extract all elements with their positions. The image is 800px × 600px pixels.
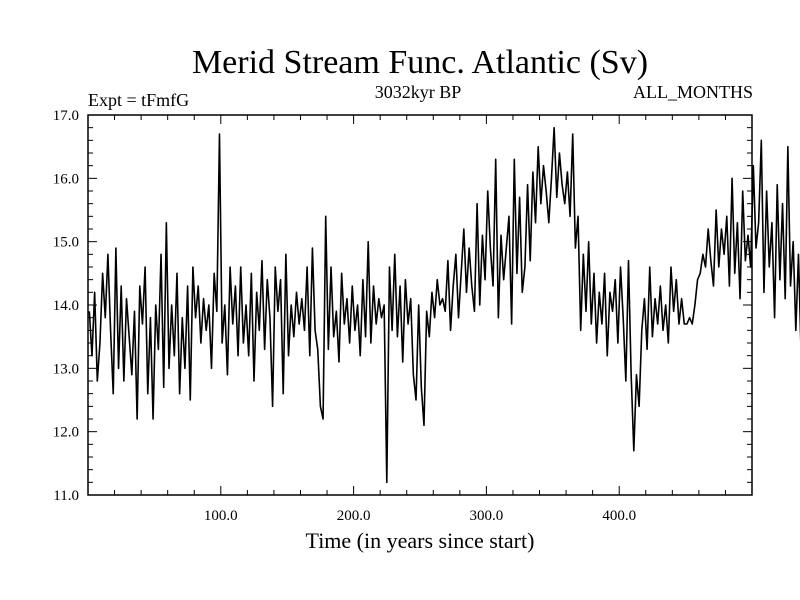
plot-frame (87, 114, 753, 496)
x-tick-label: 200.0 (337, 508, 371, 524)
period-label: 3032kyr BP (375, 82, 462, 102)
experiment-label: Expt = tFmfG (88, 90, 189, 110)
months-label: ALL_MONTHS (633, 82, 753, 102)
x-tick-label: 300.0 (470, 508, 504, 524)
y-tick-label: 11.0 (53, 488, 79, 504)
y-tick-label: 12.0 (53, 425, 79, 441)
x-tick-label: 100.0 (204, 508, 238, 524)
series-line (88, 126, 800, 484)
ticks: 11.0 12.0 13.0 14.0 15.0 16.0 17.0 100.0 200.0 30… (53, 108, 752, 524)
x-tick-label: 400.0 (602, 508, 636, 524)
series-layer (88, 126, 800, 484)
y-tick-label: 15.0 (53, 235, 79, 251)
chart-title: Merid Stream Func. Atlantic (Sv) (192, 44, 648, 81)
y-tick-label: 17.0 (53, 108, 79, 124)
y-tick-label: 16.0 (53, 171, 79, 187)
y-tick-label: 13.0 (53, 361, 79, 377)
y-tick-label: 14.0 (53, 298, 79, 314)
x-axis-label: Time (in years since start) (306, 528, 535, 553)
